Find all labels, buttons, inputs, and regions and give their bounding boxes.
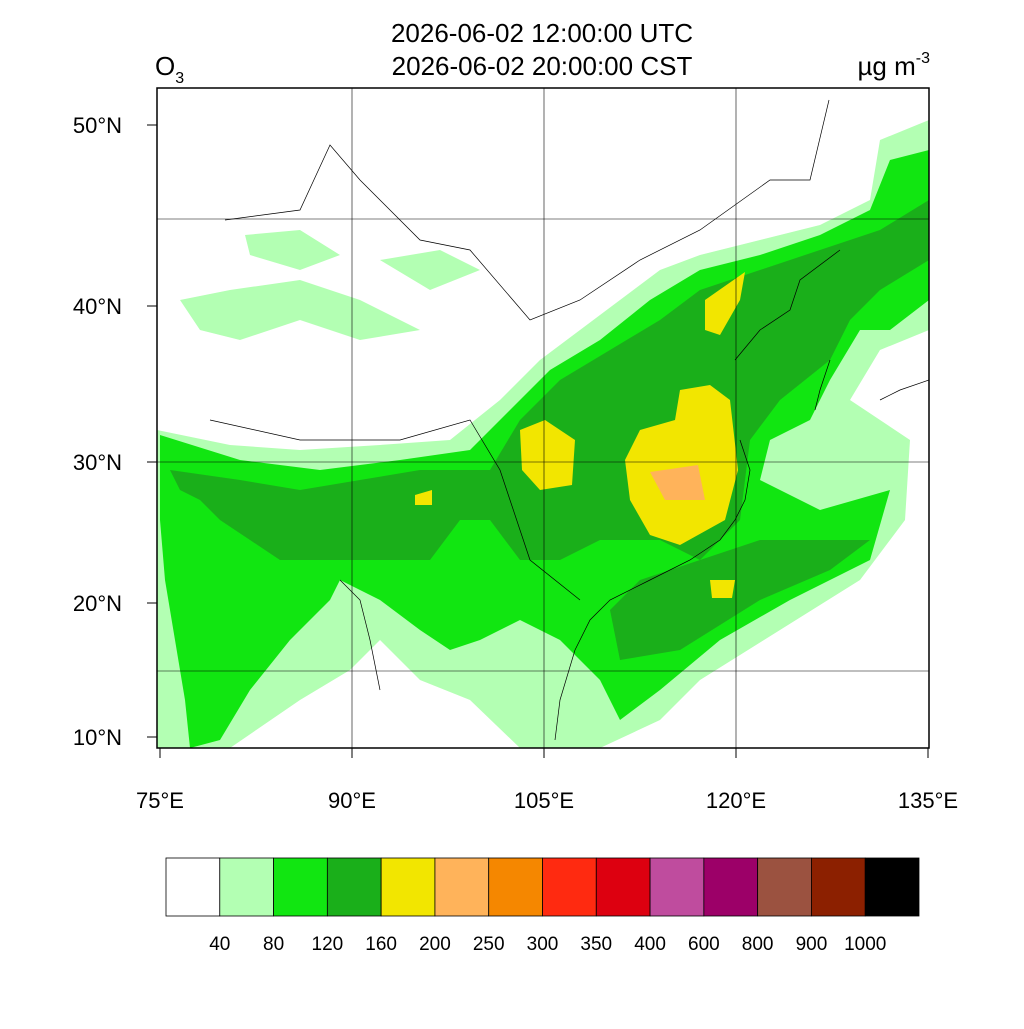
x-tick-label: 135°E: [898, 788, 958, 813]
colorbar-label: 160: [365, 934, 397, 955]
colorbar-box: [811, 857, 866, 917]
colorbar-label: 300: [527, 934, 559, 955]
y-tick-label: 30°N: [73, 450, 122, 475]
x-tick-label: 105°E: [514, 788, 574, 813]
colorbar-box: [542, 857, 597, 917]
colorbar-label: 800: [742, 934, 774, 955]
units-superscript: -3: [916, 50, 930, 67]
colorbar-box: [380, 857, 436, 917]
colorbar-box: [165, 857, 221, 917]
colorbar-box: [595, 857, 651, 917]
colorbar-box: [326, 857, 382, 917]
y-tick-label: 40°N: [73, 294, 122, 319]
colorbar-label: 40: [209, 934, 230, 955]
colorbar-label: 250: [473, 934, 505, 955]
variable-subscript: 3: [175, 70, 184, 87]
colorbar-box: [488, 857, 543, 917]
field-region: [180, 230, 480, 340]
colorbar-box: [219, 857, 274, 917]
colorbar-label: 600: [688, 934, 720, 955]
field-region: [415, 272, 745, 598]
map-frame: [156, 87, 930, 749]
country-border: [209, 99, 830, 601]
colorbar-label: 350: [580, 934, 612, 955]
units-text: µg m: [857, 51, 915, 81]
colorbar-box: [703, 857, 759, 917]
y-tick-label: 20°N: [73, 591, 122, 616]
y-tick-label: 10°N: [73, 725, 122, 750]
y-tick-label: 50°N: [73, 113, 122, 138]
colorbar-box: [273, 857, 328, 917]
variable-label: O3: [155, 51, 184, 87]
colorbar-label: 120: [312, 934, 344, 955]
field-region: [650, 465, 705, 500]
colorbar-box: [649, 857, 705, 917]
colorbar-box: [864, 857, 920, 917]
x-tick-label: 120°E: [706, 788, 766, 813]
colorbar-label: 1000: [844, 934, 886, 955]
colorbar-label: 200: [419, 934, 451, 955]
colorbar-label: 80: [263, 934, 284, 955]
axes: 75°E 90°E 105°E 120°E 135°E 50°N 40°N 30°N 20°N 1…: [73, 113, 958, 813]
title-line: 2026-06-02 12:00:00 UTC: [391, 18, 693, 48]
coastline: [339, 249, 929, 741]
colorbar-label: 400: [634, 934, 666, 955]
colorbar-label: 900: [796, 934, 828, 955]
title-line: 2026-06-02 20:00:00 CST: [392, 51, 693, 81]
variable-name: O: [155, 51, 175, 81]
colorbar-box: [434, 857, 490, 917]
colorbar: 40 80 120 160 200 250 300 350 400 600 800 900 1000: [165, 857, 920, 955]
map-area: [157, 88, 929, 748]
x-tick-label: 90°E: [328, 788, 376, 813]
colorbar-box: [757, 857, 812, 917]
x-tick-label: 75°E: [136, 788, 184, 813]
units-label: µg m-3: [857, 50, 930, 81]
